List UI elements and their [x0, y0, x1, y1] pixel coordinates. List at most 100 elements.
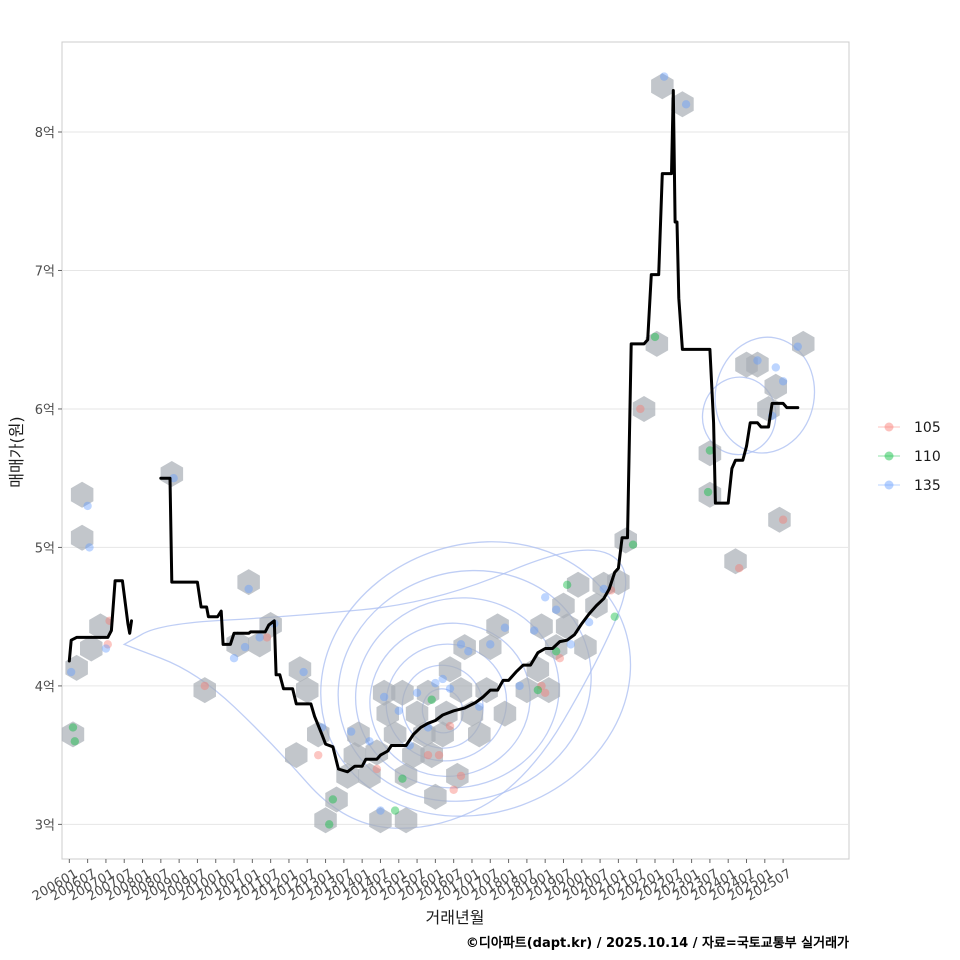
scatter-point-105 — [445, 721, 455, 731]
y-tick-label: 8억 — [35, 126, 55, 141]
hexbin-cell — [402, 742, 425, 769]
hexbin-cell — [405, 700, 429, 727]
trend-line-segment — [67, 579, 133, 663]
hexbin-cell — [431, 721, 454, 748]
scatter-point-135 — [659, 72, 669, 81]
legend-label-105: 105 — [914, 420, 941, 436]
scatter-point-110 — [551, 647, 561, 656]
gridlines — [62, 131, 849, 825]
scatter-point-105 — [314, 750, 323, 760]
scatter-point-135 — [445, 684, 455, 693]
scatter-point-105 — [434, 750, 444, 760]
scatter-point-135 — [515, 681, 524, 691]
scatter-point-135 — [753, 356, 762, 365]
scatter-point-110 — [70, 737, 80, 746]
hexbin-cell — [285, 742, 308, 769]
scatter-point-110 — [390, 806, 400, 815]
hexbin-cell — [394, 762, 418, 789]
hexbin-cell — [493, 700, 517, 727]
hexbin-cell — [468, 721, 491, 748]
hexbin-cell — [369, 807, 392, 834]
scatter-point-105 — [372, 764, 381, 774]
scatter-point-135 — [412, 688, 422, 698]
y-tick-label: 5억 — [35, 541, 55, 556]
scatter-point-105 — [734, 564, 744, 573]
scatter-point-135 — [346, 727, 356, 736]
scatter-point-135 — [475, 702, 484, 711]
scatter-point-110 — [533, 685, 543, 695]
scatter-point-135 — [244, 584, 253, 594]
scatter-point-135 — [771, 363, 780, 372]
scatter-point-135 — [255, 633, 264, 642]
scatter-point-135 — [85, 543, 94, 552]
hexbin-cell — [160, 461, 184, 487]
scatter-point-135 — [530, 626, 539, 635]
legend-key-dot-105 — [884, 422, 894, 432]
scatter-point-135 — [83, 501, 92, 511]
hexbin-cell — [248, 631, 271, 658]
scatter-point-110 — [628, 540, 638, 549]
hexbin-cell — [632, 396, 656, 422]
x-axis-ticks: 2006012006072007012007072008012008072009… — [30, 859, 794, 904]
scatter-point-105 — [200, 681, 209, 691]
scatter-point-135 — [793, 342, 802, 351]
scatter-point-135 — [438, 674, 447, 684]
plot-panel — [61, 41, 850, 860]
scatter-point-110 — [705, 446, 715, 455]
y-tick-label: 4억 — [35, 680, 55, 695]
scatter-point-135 — [240, 642, 250, 652]
legend-item-110[interactable]: 110 — [878, 449, 941, 465]
legend-item-105[interactable]: 105 — [878, 420, 941, 436]
hexbin-cell — [394, 807, 418, 834]
hexbin-cell — [671, 91, 694, 118]
hexbin-cell — [70, 524, 94, 551]
hexbin-cell — [65, 654, 88, 681]
scatter-point-135 — [379, 692, 389, 702]
hexbin-cell — [724, 548, 747, 575]
hexbin-cell — [61, 721, 85, 748]
scatter-point-135 — [101, 644, 111, 653]
hexbin-cell — [314, 807, 337, 834]
scatter-point-105 — [449, 785, 458, 794]
scatter-point-135 — [169, 473, 178, 483]
hexbin-cell — [376, 700, 399, 727]
scatter-point-135 — [599, 584, 608, 594]
scatter-point-105 — [555, 654, 565, 663]
hexbin-cell — [486, 613, 509, 640]
hexbin-cell — [537, 677, 561, 704]
y-tick-label: 7억 — [35, 264, 55, 279]
scatter-point-110 — [68, 723, 78, 732]
legend-item-135[interactable]: 135 — [878, 478, 941, 494]
hexbin-cell — [446, 762, 469, 789]
price-trend-line — [67, 89, 800, 774]
scatter-point-135 — [551, 605, 561, 614]
density-contour-peak — [701, 376, 777, 456]
scatter-point-135 — [500, 623, 510, 632]
hexbin-cell — [343, 742, 367, 769]
hexbin-cell — [358, 762, 381, 789]
hexbin-cell — [193, 677, 216, 704]
legend-label-135: 135 — [914, 478, 941, 494]
scatter-point-105 — [636, 404, 645, 414]
hexbin-cell — [566, 571, 590, 598]
source-caption: ©디아파트(dapt.kr) / 2025.10.14 / 자료=국토교통부 실… — [466, 935, 849, 951]
scatter-points — [66, 72, 802, 829]
hexbin-cell — [372, 679, 396, 706]
hexbin-cell — [479, 634, 502, 661]
hexbin-cell — [746, 351, 769, 378]
hexbin-cell — [453, 634, 476, 661]
hexbin-cell — [555, 613, 579, 640]
scatter-point-110 — [703, 487, 713, 497]
y-axis-ticks: 3억 4억 5억 6억 7억 8억 — [35, 126, 62, 833]
scatter-point-105 — [456, 771, 466, 781]
scatter-point-135 — [376, 806, 385, 815]
scatter-point-110 — [562, 580, 572, 590]
scatter-point-105 — [540, 688, 550, 698]
scatter-point-135 — [540, 593, 550, 602]
hexbin-cell — [651, 73, 674, 100]
scatter-point-110 — [610, 612, 619, 621]
scatter-point-135 — [584, 618, 594, 627]
hexbin-cell — [70, 481, 94, 508]
hexbin-cell — [438, 656, 462, 683]
